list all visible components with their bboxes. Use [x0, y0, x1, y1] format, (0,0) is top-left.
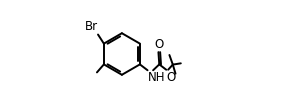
Text: O: O	[155, 38, 164, 51]
Text: NH: NH	[148, 71, 165, 84]
Text: O: O	[166, 71, 176, 84]
Text: Br: Br	[84, 20, 98, 33]
